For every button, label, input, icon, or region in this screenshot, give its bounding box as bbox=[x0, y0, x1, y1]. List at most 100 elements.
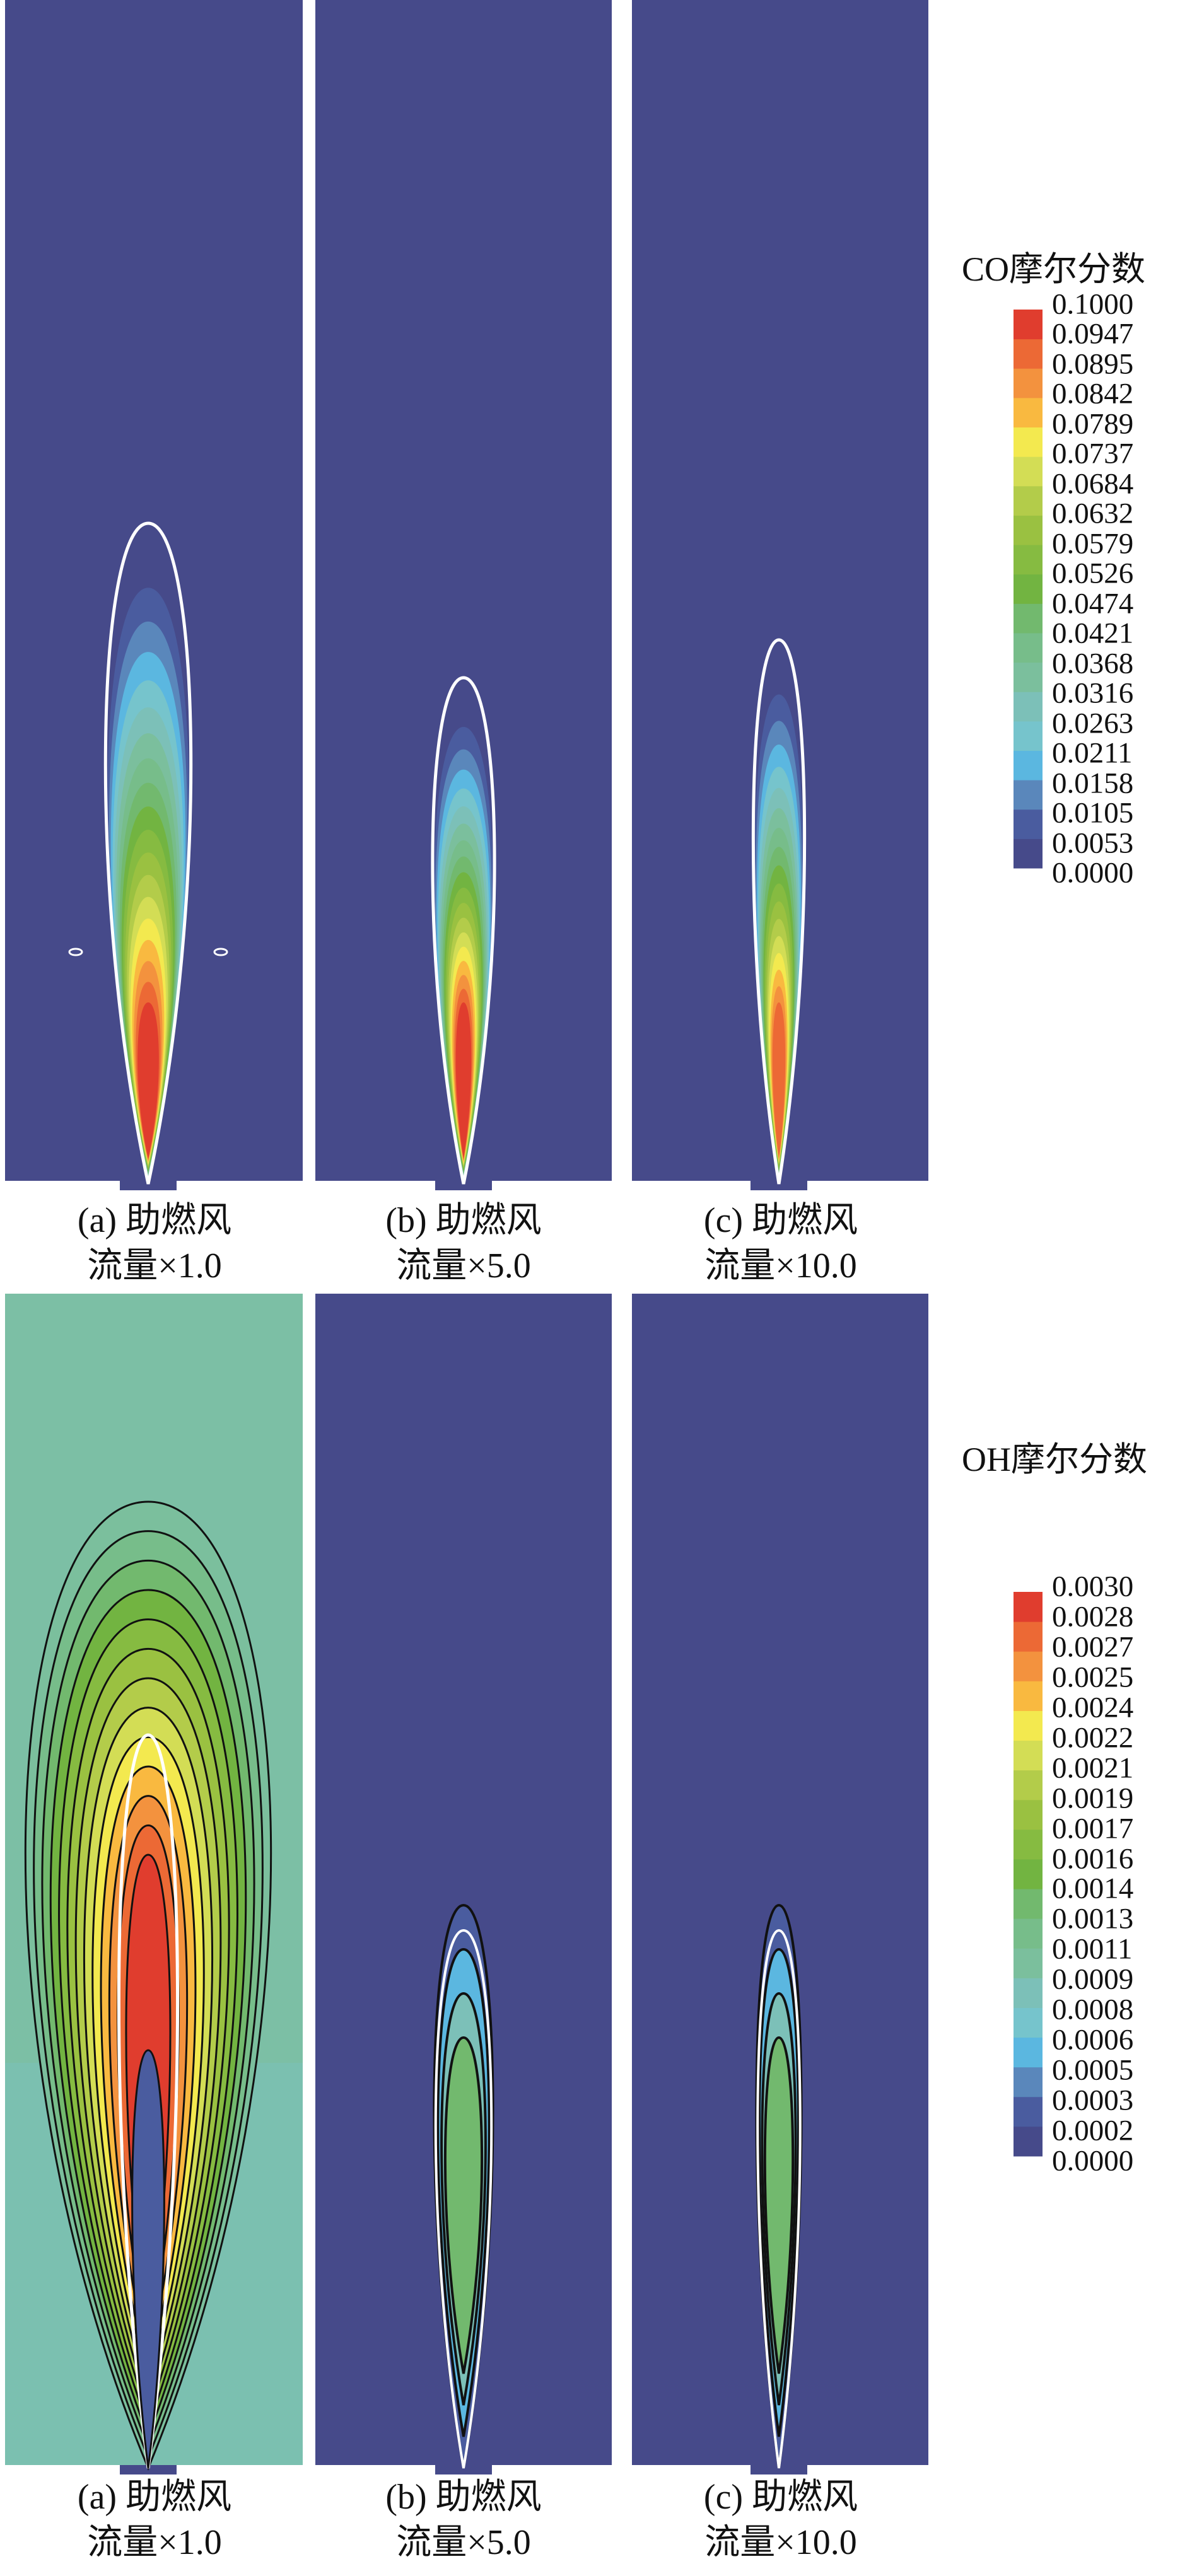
legend-swatch-14 bbox=[1014, 1710, 1043, 1741]
oh-core-region bbox=[131, 2049, 165, 2469]
legend-swatch-15 bbox=[1014, 397, 1043, 428]
legend-swatch-12 bbox=[1014, 485, 1043, 516]
legend-tick-label: 0.0025 bbox=[1052, 1661, 1134, 1694]
co-panel-a bbox=[5, 0, 303, 1190]
legend-tick-label: 0.0017 bbox=[1052, 1812, 1134, 1845]
legend-swatch-8 bbox=[1014, 1889, 1043, 1919]
legend-tick-label: 0.0009 bbox=[1052, 1963, 1134, 1996]
legend-tick-label: 0.0895 bbox=[1052, 347, 1134, 381]
legend-swatch-0 bbox=[1014, 2126, 1043, 2157]
oh-panel-a bbox=[5, 1294, 303, 2474]
legend-tick-label: 0.0014 bbox=[1052, 1872, 1134, 1905]
legend-swatch-7 bbox=[1014, 1918, 1043, 1949]
legend-swatch-12 bbox=[1014, 1770, 1043, 1801]
legend-swatch-18 bbox=[1014, 1592, 1043, 1622]
oh-contour-level-8 bbox=[443, 2036, 484, 2374]
legend-tick-label: 0.0368 bbox=[1052, 647, 1134, 680]
legend-swatch-9 bbox=[1014, 1859, 1043, 1889]
legend-tick-label: 0.0105 bbox=[1052, 796, 1134, 830]
legend-tick-label: 0.0684 bbox=[1052, 467, 1134, 501]
legend-swatch-6 bbox=[1014, 662, 1043, 692]
nozzle bbox=[120, 1181, 177, 1190]
nozzle bbox=[751, 1181, 807, 1190]
legend-tick-label: 0.0211 bbox=[1052, 736, 1133, 770]
legend-tick-label: 0.0003 bbox=[1052, 2084, 1134, 2117]
legend-swatch-4 bbox=[1014, 2007, 1043, 2038]
oh-legend-title: OH摩尔分数 bbox=[962, 1441, 1147, 1478]
legend-swatch-5 bbox=[1014, 1978, 1043, 2008]
legend-swatch-7 bbox=[1014, 632, 1043, 663]
legend-swatch-0 bbox=[1014, 838, 1043, 869]
legend-swatch-5 bbox=[1014, 692, 1043, 722]
co-caption-b: (b) 助燃风 流量×5.0 bbox=[385, 1201, 542, 1285]
legend-tick-label: 0.0632 bbox=[1052, 497, 1134, 530]
legend-tick-label: 0.1000 bbox=[1052, 287, 1134, 321]
legend-swatch-1 bbox=[1014, 2096, 1043, 2127]
co-caption-c: (c) 助燃风 流量×10.0 bbox=[703, 1201, 858, 1285]
legend-tick-label: 0.0013 bbox=[1052, 1902, 1134, 1935]
legend-swatch-2 bbox=[1014, 780, 1043, 810]
nozzle bbox=[435, 2465, 492, 2474]
legend-tick-label: 0.0053 bbox=[1052, 827, 1134, 860]
legend-swatch-3 bbox=[1014, 750, 1043, 780]
legend-tick-label: 0.0263 bbox=[1052, 707, 1134, 740]
legend-tick-label: 0.0579 bbox=[1052, 527, 1134, 560]
oh-caption-b: (b) 助燃风 流量×5.0 bbox=[385, 2478, 542, 2562]
legend-tick-label: 0.0789 bbox=[1052, 407, 1134, 441]
stoichiometric-line bbox=[434, 1929, 493, 2469]
legend-swatch-2 bbox=[1014, 2067, 1043, 2097]
legend-tick-label: 0.0008 bbox=[1052, 1993, 1134, 2026]
legend-swatch-8 bbox=[1014, 603, 1043, 634]
legend-tick-label: 0.0842 bbox=[1052, 377, 1134, 410]
legend-swatch-10 bbox=[1014, 1829, 1043, 1860]
co-contour-level-18 bbox=[455, 1002, 472, 1159]
legend-tick-label: 0.0019 bbox=[1052, 1782, 1134, 1815]
legend-swatch-9 bbox=[1014, 574, 1043, 604]
stoichiometric-line bbox=[431, 676, 496, 1185]
small-contour bbox=[213, 948, 228, 956]
legend-tick-label: 0.0016 bbox=[1052, 1842, 1134, 1876]
legend-swatch-17 bbox=[1014, 1622, 1043, 1652]
legend-tick-label: 0.0030 bbox=[1052, 1570, 1134, 1603]
oh-contour-level-8 bbox=[763, 2036, 795, 2374]
legend-tick-label: 0.0737 bbox=[1052, 437, 1134, 470]
legend-tick-label: 0.0526 bbox=[1052, 557, 1134, 590]
legend-tick-label: 0.0006 bbox=[1052, 2023, 1134, 2057]
legend-tick-label: 0.0421 bbox=[1052, 617, 1134, 650]
legend-tick-label: 0.0021 bbox=[1052, 1751, 1134, 1785]
legend-swatch-3 bbox=[1014, 2037, 1043, 2068]
legend-tick-label: 0.0005 bbox=[1052, 2053, 1134, 2087]
legend-swatch-17 bbox=[1014, 339, 1043, 369]
legend-tick-label: 0.0000 bbox=[1052, 2144, 1134, 2178]
co-panel-b bbox=[315, 0, 612, 1190]
legend-swatch-11 bbox=[1014, 1799, 1043, 1830]
legend-tick-label: 0.0011 bbox=[1052, 1932, 1133, 1966]
legend-swatch-6 bbox=[1014, 1948, 1043, 1978]
legend-tick-label: 0.0316 bbox=[1052, 676, 1134, 710]
legend-swatch-4 bbox=[1014, 721, 1043, 751]
stoichiometric-line bbox=[117, 1733, 180, 2469]
co-contour-level-18 bbox=[137, 1002, 159, 1159]
stoichiometric-line bbox=[756, 1929, 802, 2469]
legend-tick-label: 0.0024 bbox=[1052, 1691, 1134, 1724]
legend-tick-label: 0.0002 bbox=[1052, 2114, 1134, 2147]
co-caption-a: (a) 助燃风 流量×1.0 bbox=[77, 1201, 232, 1285]
legend-tick-label: 0.0027 bbox=[1052, 1630, 1134, 1664]
legend-swatch-16 bbox=[1014, 368, 1043, 398]
legend-swatch-15 bbox=[1014, 1681, 1043, 1711]
nozzle bbox=[435, 1181, 492, 1190]
nozzle bbox=[751, 2465, 807, 2474]
legend-swatch-18 bbox=[1014, 310, 1043, 340]
legend-tick-label: 0.0022 bbox=[1052, 1721, 1134, 1755]
oh-panel-b bbox=[315, 1294, 612, 2474]
small-contour bbox=[68, 948, 83, 956]
co-contour-level-17 bbox=[772, 1002, 786, 1159]
legend-swatch-10 bbox=[1014, 545, 1043, 575]
oh-panel-c bbox=[632, 1294, 928, 2474]
legend-swatch-13 bbox=[1014, 1740, 1043, 1771]
legend-swatch-11 bbox=[1014, 515, 1043, 545]
co-panel-c bbox=[632, 0, 928, 1190]
legend-tick-label: 0.0474 bbox=[1052, 587, 1134, 620]
legend-swatch-16 bbox=[1014, 1651, 1043, 1681]
